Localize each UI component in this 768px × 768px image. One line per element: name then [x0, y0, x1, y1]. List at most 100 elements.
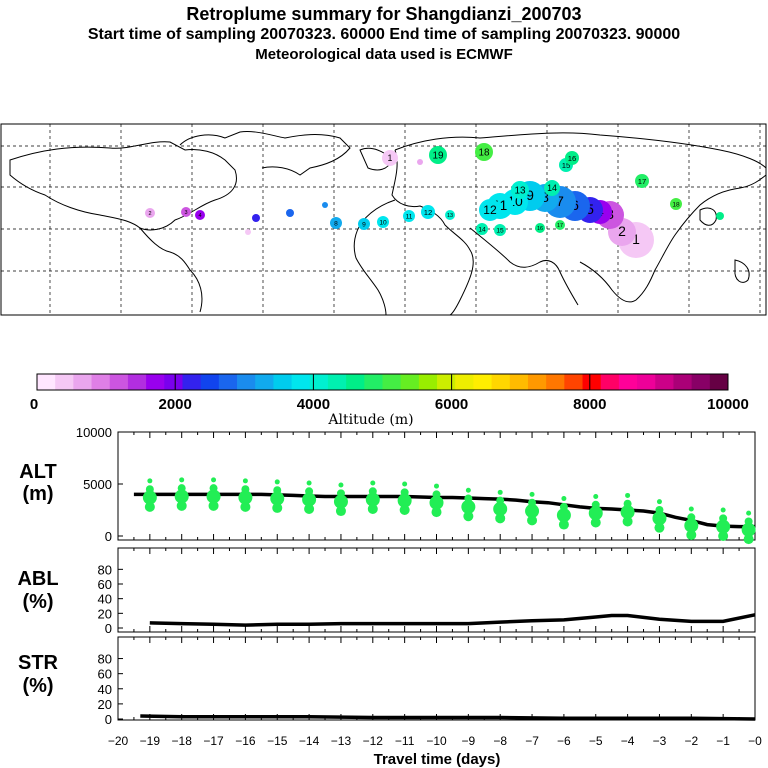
plume-dot [367, 503, 378, 514]
abl-y-tick-label: 20 [98, 606, 112, 621]
colorbar-cell [509, 374, 529, 390]
plume-cluster-marker [195, 210, 205, 220]
plume-dot-main [206, 489, 221, 504]
str-y-tick-label: 40 [98, 682, 112, 697]
plume-dot [496, 496, 505, 505]
colorbar-cell [200, 374, 220, 390]
plume-cluster-marker [565, 151, 579, 165]
x-tick-label: −2 [684, 734, 698, 748]
plume-dot [464, 494, 473, 503]
plume-cluster-marker [245, 229, 251, 235]
colorbar-cell [473, 374, 493, 390]
alt-panel: ALT (m) 0 5000 10000 [19, 425, 756, 545]
plume-dot [463, 511, 474, 522]
x-tick-label: −10 [426, 734, 447, 748]
plume-clusters: 1234567891011121314151617181912348910111… [145, 143, 724, 258]
plume-cluster-number: 8 [334, 220, 338, 227]
plume-dot [272, 502, 283, 513]
plume-dot [240, 501, 251, 512]
str-y-tick-label: 0 [105, 712, 112, 727]
plume-dot [242, 478, 248, 484]
colorbar-cell [218, 374, 238, 390]
x-tick-label: −1 [716, 734, 730, 748]
x-tick-label: −8 [493, 734, 507, 748]
alt-series-line [133, 492, 755, 529]
plume-cluster-number: 12 [424, 208, 433, 217]
alt-label: ALT [19, 461, 56, 483]
colorbar-cell [691, 374, 711, 390]
abl-y-tick-label: 60 [98, 577, 112, 592]
plume-dot [209, 484, 218, 493]
plume-dot [746, 510, 752, 516]
plume-dot [399, 505, 410, 515]
colorbar-tick-label: 4000 [297, 396, 330, 413]
alt-y-tick-label: 5000 [83, 477, 112, 492]
colorbar-cell [582, 374, 602, 390]
plume-dot-main [493, 501, 508, 516]
plume-cluster-number: 16 [568, 154, 577, 163]
plume-cluster-marker [358, 218, 370, 230]
plume-dot [686, 529, 697, 540]
abl-unit: (%) [22, 591, 53, 613]
x-tick-label: −4 [621, 734, 635, 748]
plume-cluster-number: 15 [562, 161, 571, 170]
plume-cluster-marker [544, 180, 560, 196]
x-tick-label: −16 [235, 734, 256, 748]
colorbar-tick-label: 10000 [707, 396, 749, 413]
x-tick-label: −11 [395, 734, 415, 748]
plume-dot [495, 513, 506, 524]
colorbar-cell [37, 374, 56, 390]
colorbar-cell [55, 374, 74, 390]
plume-cluster-marker [417, 159, 423, 165]
plume-cluster-number: 13 [515, 186, 526, 197]
plume-dot [720, 507, 726, 513]
plume-dot [179, 477, 185, 483]
plume-cluster-marker [635, 174, 649, 188]
colorbar-cell [327, 374, 347, 390]
colorbar-tick-label: 6000 [435, 396, 468, 413]
plume-cluster-number: 15 [496, 227, 504, 234]
colorbar-tick-label: 2000 [159, 396, 192, 413]
plume-dot-main [556, 508, 571, 523]
abl-series-line [149, 613, 756, 627]
plume-cluster-marker [322, 202, 328, 208]
str-frame [117, 636, 756, 721]
colorbar-cell [109, 374, 129, 390]
plume-dot [335, 506, 346, 517]
abl-y-tick-label: 0 [105, 621, 112, 636]
plume-dot-main [142, 490, 157, 505]
x-tick-label: −15 [267, 734, 288, 748]
colorbar: 0 2000 4000 6000 8000 10000 Altitude (m) [30, 373, 749, 428]
abl-label: ABL [17, 568, 58, 590]
plume-cluster-marker [535, 223, 545, 233]
plume-dot [743, 534, 754, 545]
plume-dot [590, 517, 601, 528]
plume-cluster-marker [377, 216, 389, 228]
plume-cluster-marker [511, 181, 529, 199]
plume-dot [497, 489, 503, 495]
x-tick-label: −12 [363, 734, 384, 748]
plume-dot [400, 488, 409, 497]
plume-dot [559, 502, 568, 511]
x-axis-label: Travel time (days) [374, 751, 501, 768]
plume-dot [147, 478, 153, 484]
plume-cluster-marker [286, 209, 294, 217]
plume-dot-main [302, 492, 317, 507]
plume-dot [529, 491, 535, 497]
plume-cluster-marker [330, 217, 342, 229]
alt-y-tick-label: 0 [105, 529, 112, 544]
plume-dot [654, 522, 665, 533]
plume-dot [145, 485, 154, 494]
plume-dot-main [525, 504, 540, 519]
map-panel: 1234567891011121314151617181912348910111… [0, 123, 767, 316]
colorbar-cell [437, 374, 456, 390]
plume-dot [208, 500, 219, 511]
str-label: STR [18, 652, 59, 674]
x-tick-label: −9 [462, 734, 476, 748]
plume-dot [432, 490, 441, 499]
plume-cluster-number: 13 [447, 213, 453, 219]
colorbar-cell [164, 374, 183, 390]
str-y-tick-label: 20 [98, 697, 112, 712]
x-tick-label: −14 [299, 734, 320, 748]
plume-cluster-marker [445, 210, 455, 220]
